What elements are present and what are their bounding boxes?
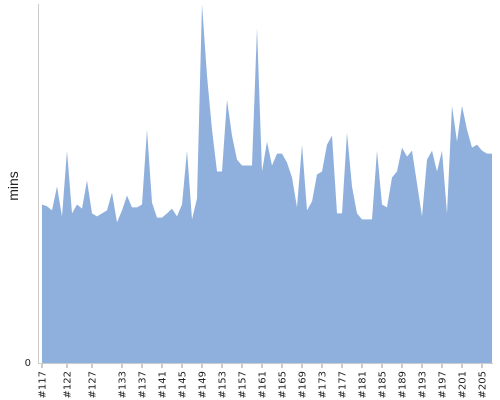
x-tick-label: #169 [298, 371, 309, 398]
x-tick-label: #153 [218, 371, 229, 398]
x-tick-label: #149 [198, 371, 209, 398]
x-tick-label: #137 [138, 371, 149, 398]
x-tick-label: #189 [398, 371, 409, 398]
y-axis-title: mins [5, 171, 21, 201]
x-tick-label: #165 [278, 371, 289, 398]
x-tick-label: #197 [438, 371, 449, 398]
y-tick-label: 0 [25, 358, 31, 369]
x-tick-label: #117 [38, 371, 49, 398]
x-tick-label: #173 [318, 371, 329, 398]
x-tick-label: #133 [118, 371, 129, 398]
x-tick-label: #177 [338, 371, 349, 398]
x-tick-label: #201 [458, 371, 469, 398]
x-tick-label: #181 [358, 371, 369, 398]
x-tick-label: #145 [178, 371, 189, 398]
x-tick-label: #127 [88, 371, 99, 398]
y-axis-ticks: 0 [25, 358, 31, 369]
x-axis-ticks: #117 #122 #127 #133 #137 #141 #145 #149 #153 #157… [38, 364, 489, 398]
x-tick-label: #193 [418, 371, 429, 398]
x-tick-label: #205 [478, 371, 489, 398]
x-tick-label: #122 [63, 371, 74, 398]
series-area [42, 4, 492, 363]
x-tick-label: #185 [378, 371, 389, 398]
x-tick-label: #161 [258, 371, 269, 398]
x-tick-label: #141 [158, 371, 169, 398]
x-tick-label: #157 [238, 371, 249, 398]
